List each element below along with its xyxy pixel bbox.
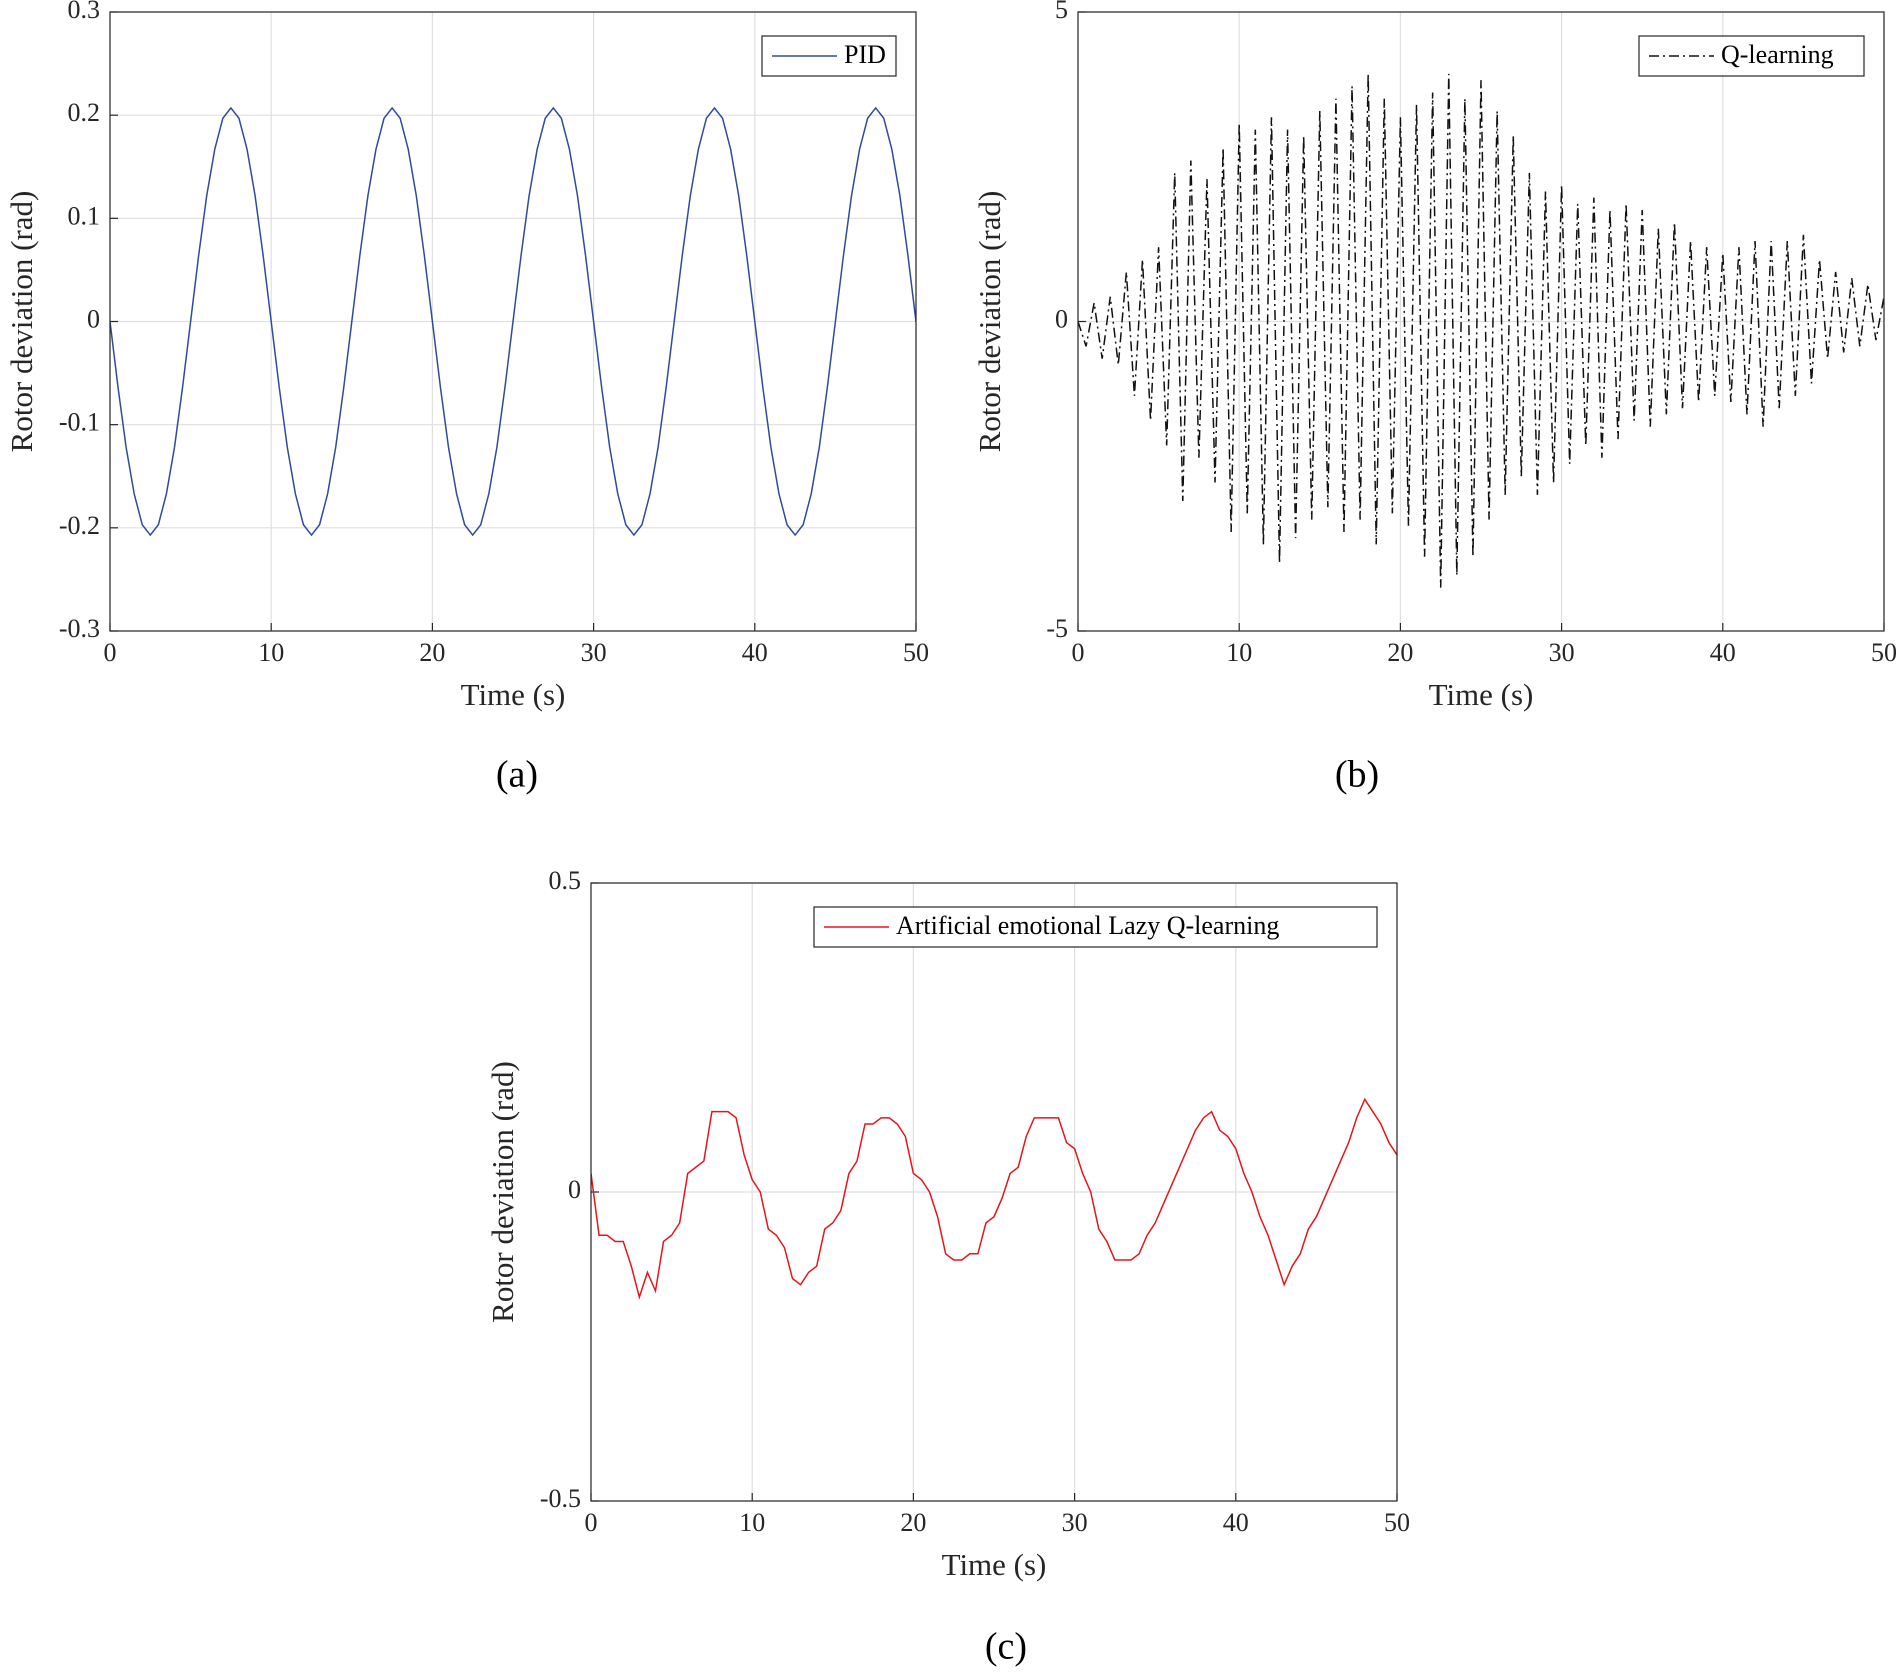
x-tick-label: 30 bbox=[1549, 638, 1575, 667]
x-tick-label: 50 bbox=[1384, 1508, 1410, 1537]
axes-frame bbox=[1077, 11, 1885, 632]
x-tick-label: 50 bbox=[1871, 638, 1897, 667]
y-axis-label: Rotor deviation (rad) bbox=[972, 191, 1007, 453]
y-tick-label: -0.3 bbox=[59, 614, 100, 643]
legend-box bbox=[813, 906, 1378, 948]
x-tick-label: 40 bbox=[742, 638, 768, 667]
panel-label: (a) bbox=[496, 754, 538, 796]
y-tick-label: -0.1 bbox=[59, 408, 100, 437]
x-tick-label: 20 bbox=[419, 638, 445, 667]
x-axis-label: Time (s) bbox=[942, 1547, 1047, 1582]
y-axis-label: Rotor deviation (rad) bbox=[4, 191, 39, 453]
data-line bbox=[110, 106, 916, 537]
y-tick-label: 5 bbox=[1055, 0, 1068, 24]
x-axis-label: Time (s) bbox=[1429, 677, 1534, 712]
panel-label: (c) bbox=[985, 1626, 1027, 1668]
x-tick-label: 20 bbox=[900, 1508, 926, 1537]
x-tick-label: 10 bbox=[258, 638, 284, 667]
y-tick-label: 0 bbox=[87, 304, 100, 333]
y-tick-label: -5 bbox=[1046, 614, 1068, 643]
legend-label: Artificial emotional Lazy Q-learning bbox=[896, 911, 1279, 940]
x-tick-label: 0 bbox=[585, 1508, 598, 1537]
x-tick-label: 10 bbox=[739, 1508, 765, 1537]
legend-label: Q-learning bbox=[1721, 40, 1834, 69]
y-tick-label: 0 bbox=[1055, 304, 1068, 333]
axes-frame bbox=[590, 882, 1398, 1502]
y-axis-label: Rotor deviation (rad) bbox=[485, 1061, 520, 1323]
y-tick-label: -0.5 bbox=[540, 1484, 581, 1513]
x-axis-label: Time (s) bbox=[461, 677, 566, 712]
data-line bbox=[1078, 73, 1884, 588]
legend-label: PID bbox=[844, 40, 886, 69]
x-tick-label: 10 bbox=[1226, 638, 1252, 667]
y-tick-label: 0.5 bbox=[549, 866, 582, 895]
x-tick-label: 20 bbox=[1387, 638, 1413, 667]
y-tick-label: 0.2 bbox=[68, 98, 101, 127]
panel-label: (b) bbox=[1335, 754, 1379, 796]
x-tick-label: 30 bbox=[1062, 1508, 1088, 1537]
x-tick-label: 40 bbox=[1710, 638, 1736, 667]
y-tick-label: 0.1 bbox=[68, 201, 101, 230]
x-tick-label: 30 bbox=[581, 638, 607, 667]
x-tick-label: 40 bbox=[1223, 1508, 1249, 1537]
y-tick-label: 0.3 bbox=[68, 0, 101, 24]
axes-frame bbox=[109, 11, 917, 632]
y-tick-label: 0 bbox=[568, 1175, 581, 1204]
x-tick-label: 0 bbox=[1072, 638, 1085, 667]
x-tick-label: 50 bbox=[903, 638, 929, 667]
y-tick-label: -0.2 bbox=[59, 511, 100, 540]
data-line bbox=[591, 1097, 1397, 1300]
x-tick-label: 0 bbox=[104, 638, 117, 667]
